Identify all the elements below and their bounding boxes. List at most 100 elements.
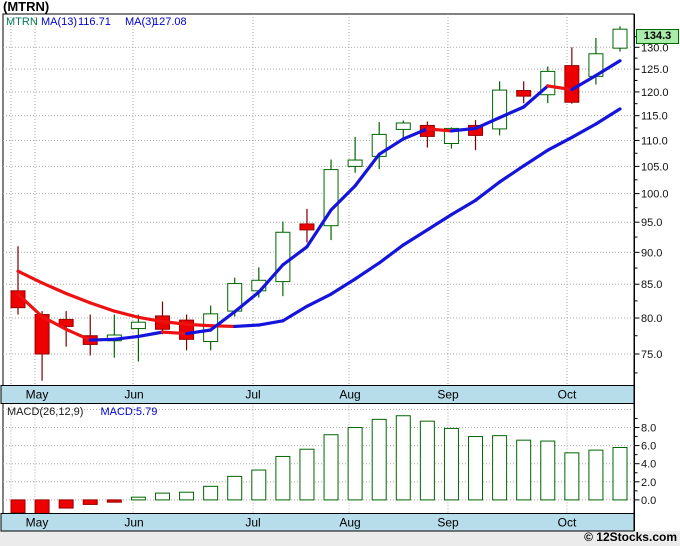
ma13-line-segment	[401, 228, 429, 247]
month-label: Aug	[339, 388, 360, 402]
ma3-line-segment	[88, 337, 116, 342]
ma3-line-segment	[136, 330, 165, 339]
macd-bar-positive	[323, 434, 339, 501]
macd-value: MACD:5.79	[100, 406, 158, 418]
legend-ma13-label: MA(13)	[41, 16, 78, 28]
macd-bar-positive	[227, 475, 243, 501]
macd-bar-positive	[347, 427, 363, 501]
ma3-line-segment	[522, 84, 550, 109]
macd-bar-positive	[492, 435, 508, 501]
ma3-line-segment	[425, 127, 454, 133]
ma13-line-segment	[112, 309, 140, 319]
legend-ma3-label: MA(3)	[125, 16, 155, 28]
month-label: Jun	[124, 388, 143, 402]
macd-bar-positive	[612, 447, 628, 501]
ma13-line-segment	[305, 292, 333, 308]
macd-bar-positive	[564, 452, 580, 501]
macd-bar-positive	[203, 485, 219, 501]
month-label: Oct	[558, 388, 577, 402]
ma13-line-segment	[233, 323, 261, 329]
ma13-line-segment	[522, 148, 550, 168]
macd-bar-positive	[588, 449, 604, 501]
ma3-line-segment	[257, 263, 285, 294]
ma3-line-segment	[329, 184, 357, 212]
macd-bar-positive	[395, 415, 411, 501]
macd-bar-positive	[275, 455, 291, 501]
macd-axis: 0.0 2.0 4.0 6.0 8.0	[634, 417, 656, 507]
price-month-band	[0, 385, 635, 404]
legend-symbol: MTRN	[6, 16, 38, 28]
ma13-line-segment	[281, 304, 309, 323]
macd-label: MACD(26,12,9)	[7, 406, 84, 418]
candle-body-down	[564, 65, 580, 103]
macd-bar-positive	[179, 491, 195, 501]
ma13-line-segment	[570, 122, 598, 140]
macd-bar-positive	[419, 420, 435, 501]
ma3-line-segment	[353, 152, 381, 188]
ma3-line-segment	[40, 315, 68, 331]
macd-tick-label: 2.0	[641, 477, 656, 489]
ma3-line-segment	[401, 127, 429, 141]
ma3-line-segment	[16, 292, 44, 319]
ma3-line-segment	[184, 328, 213, 336]
macd-bar-negative	[106, 499, 122, 503]
macd-bar-negative	[58, 499, 74, 509]
month-label: Jul	[245, 515, 260, 529]
ma3-line-segment	[233, 290, 261, 314]
candle-body-up	[130, 321, 146, 330]
candle-body-up	[203, 313, 219, 343]
main-plot-frame	[2, 13, 635, 386]
price-tick-label: 125.0	[641, 64, 669, 76]
ma13-line-segment	[594, 107, 622, 126]
ma3-line-segment	[498, 105, 526, 120]
price-tick-label: 115.0	[641, 111, 668, 123]
last-price-badge: 134.3	[636, 29, 679, 44]
ma3-line-segment	[64, 327, 92, 342]
ma3-line	[16, 59, 622, 342]
price-tick-label: 90.0	[641, 247, 662, 259]
macd-month-band	[0, 513, 635, 532]
month-label: Sep	[437, 388, 459, 402]
copyright-text: © 12Stocks.com	[584, 530, 677, 544]
macd-bar-negative	[10, 499, 26, 514]
month-label: Jun	[124, 515, 143, 529]
macd-legend: MACD(26,12,9) MACD:5.79	[7, 406, 157, 418]
ma13-line-segment	[377, 243, 405, 265]
macd-tick-label: 6.0	[641, 441, 656, 453]
price-tick-label: 75.0	[641, 349, 662, 361]
ma3-line-segment	[473, 116, 502, 131]
ma13-line-segment	[353, 261, 381, 281]
month-label: Oct	[558, 515, 577, 529]
price-tick-label: 110.0	[641, 135, 668, 147]
ma3-line-segment	[112, 334, 140, 341]
ma13-line	[16, 107, 622, 329]
ma13-line-segment	[329, 277, 357, 296]
macd-bar-positive	[299, 448, 315, 501]
macd-tick-label: 8.0	[641, 423, 656, 435]
price-tick-label: 100.0	[641, 189, 669, 201]
ma3-line-segment	[305, 208, 333, 249]
candle-body-down	[58, 318, 74, 327]
ma13-line-segment	[184, 322, 213, 328]
macd-bar-positive	[251, 469, 267, 501]
ma3-line-segment	[546, 84, 574, 92]
month-label: Sep	[437, 515, 459, 529]
candle-body-up	[275, 231, 291, 283]
macd-bar-positive	[154, 492, 170, 501]
macd-bar-positive	[443, 427, 459, 501]
price-tick-label: 95.0	[641, 217, 662, 229]
ma13-line-segment	[449, 198, 478, 217]
macd-tick-label: 0.0	[641, 495, 656, 507]
ma3-line-segment	[160, 330, 189, 336]
ma13-line-segment	[16, 269, 44, 285]
macd-bar-negative	[34, 499, 50, 514]
price-tick-label: 130.0	[641, 42, 669, 54]
macd-bar-positive	[468, 436, 484, 501]
ma3-line-segment	[281, 245, 309, 267]
price-tick-label: 105.0	[641, 161, 669, 173]
macd-bar-positive	[371, 418, 387, 501]
price-tick-label: 120.0	[641, 87, 669, 99]
candle-body-up	[395, 122, 411, 130]
